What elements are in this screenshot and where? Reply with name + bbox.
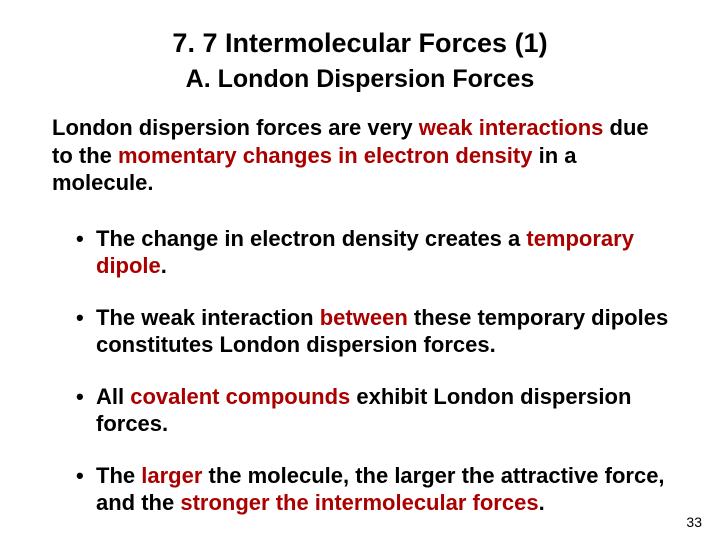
slide-subtitle: A. London Dispersion Forces <box>50 65 670 94</box>
bullet-text: The <box>96 463 141 488</box>
bullet-text: All <box>96 384 130 409</box>
bullet-highlight: between <box>320 305 408 330</box>
bullet-highlight: covalent compounds <box>130 384 350 409</box>
bullet-text: . <box>539 490 545 515</box>
bullet-list: The change in electron density creates a… <box>50 225 670 517</box>
list-item: All covalent compounds exhibit London di… <box>76 383 670 438</box>
bullet-text: . <box>161 253 167 278</box>
list-item: The larger the molecule, the larger the … <box>76 462 670 517</box>
list-item: The weak interaction between these tempo… <box>76 304 670 359</box>
intro-highlight-1: weak interactions <box>419 115 604 140</box>
page-number: 33 <box>686 514 702 530</box>
bullet-highlight: stronger the intermolecular forces <box>180 490 538 515</box>
intro-text-1: London dispersion forces are very <box>52 115 419 140</box>
slide: 7. 7 Intermolecular Forces (1) A. London… <box>0 0 720 540</box>
list-item: The change in electron density creates a… <box>76 225 670 280</box>
intro-paragraph: London dispersion forces are very weak i… <box>50 114 670 197</box>
bullet-text: The weak interaction <box>96 305 320 330</box>
subtitle-main: London Dispersion Forces <box>218 65 535 93</box>
bullet-text: The change in electron density creates a <box>96 226 526 251</box>
slide-title: 7. 7 Intermolecular Forces (1) <box>50 28 670 59</box>
intro-highlight-2: momentary changes in electron density <box>118 143 532 168</box>
bullet-highlight: larger <box>141 463 202 488</box>
subtitle-prefix: A. <box>186 65 218 93</box>
